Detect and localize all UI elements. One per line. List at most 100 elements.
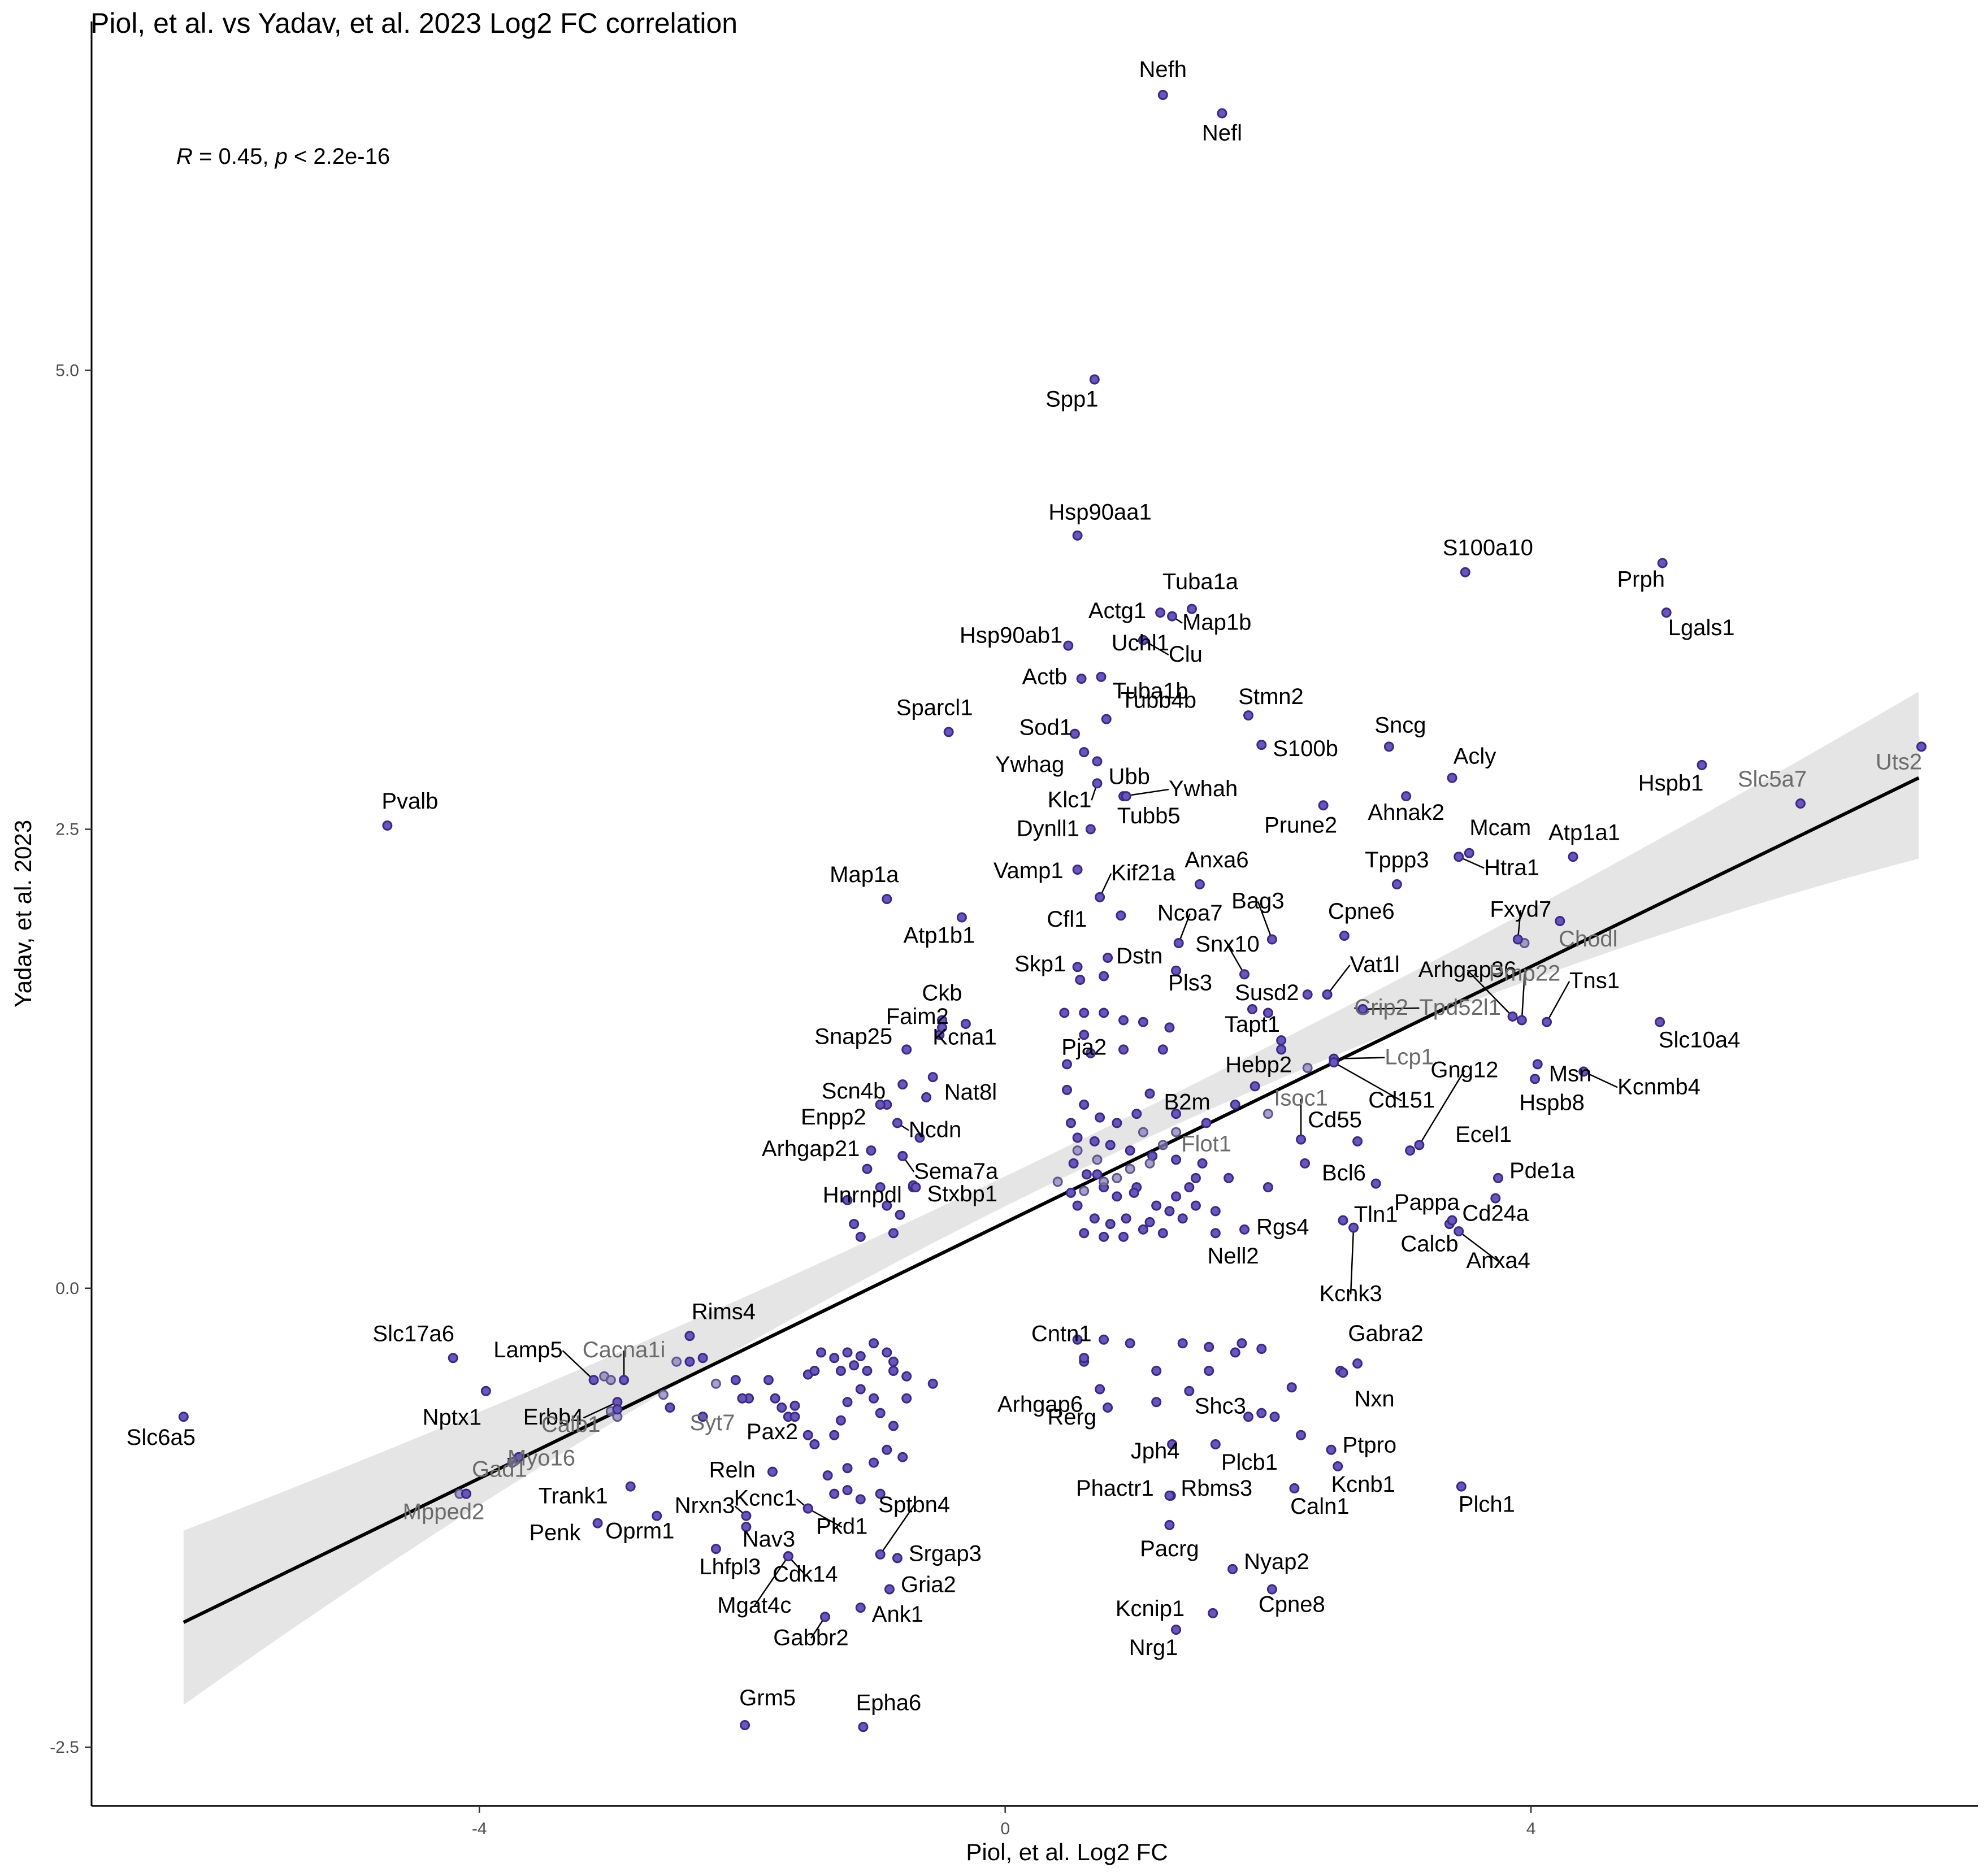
data-point [1210,1228,1221,1239]
data-point [1204,1341,1214,1352]
data-point [1164,1206,1175,1217]
gene-label-pmp22: Pmp22 [1489,961,1560,985]
data-point-jph4 [1167,1439,1178,1449]
gene-label-slc17a6: Slc17a6 [372,1321,454,1346]
data-point-hsp90aa1 [1072,530,1083,541]
data-point [776,1402,787,1413]
data-point [1157,1140,1168,1150]
data-point-anxa4 [1454,1226,1464,1237]
data-point-tuba1b [1096,671,1107,682]
gene-label-uts2: Uts2 [1876,749,1922,774]
data-point [1230,1347,1240,1358]
gene-label-tubb4b: Tubb4b [1121,688,1196,713]
leader-line-ncoa7 [1178,913,1191,944]
gene-label-syt7: Syt7 [689,1410,735,1435]
data-point [1256,1344,1267,1354]
data-point-spp1 [1089,374,1100,385]
gene-label-arhgap36: Arhgap36 [1418,957,1516,982]
data-point [1177,1338,1188,1349]
data-point-nptx1 [480,1386,491,1396]
data-point-caln1 [1289,1483,1300,1493]
gene-label-tuba1a: Tuba1a [1162,570,1239,594]
data-point [842,1195,853,1205]
data-point-srgap3 [892,1553,903,1564]
gene-label-mgat4c: Mgat4c [717,1593,791,1618]
gene-label-pls3: Pls3 [1168,971,1212,996]
data-point-cpne8 [1266,1584,1277,1595]
gene-label-nefl: Nefl [1202,120,1242,145]
gene-label-kif21a: Kif21a [1111,861,1175,885]
gene-label-tln1: Tln1 [1354,1202,1398,1227]
gene-label-cacna1i: Cacna1i [583,1337,666,1362]
data-point-map1b [1167,611,1178,622]
gene-label-hspb8: Hspb8 [1519,1090,1585,1115]
confidence-band-layer [183,691,1919,1705]
data-point-cd24a [1490,1193,1501,1204]
data-point-reln [767,1466,778,1477]
gene-label-cdk14: Cdk14 [773,1562,838,1587]
leader-line-anxa4 [1458,1231,1499,1262]
gene-label-snap25: Snap25 [814,1024,892,1049]
gene-label-actg1: Actg1 [1088,598,1146,623]
data-point [901,1371,912,1382]
gene-label-ncoa7: Ncoa7 [1157,901,1223,926]
gene-label-pax2: Pax2 [747,1419,798,1444]
gene-label-lamp5: Lamp5 [493,1337,562,1362]
data-point-rgs4 [1338,1215,1348,1226]
data-point [658,1389,669,1400]
data-point-bcl6 [1300,1158,1311,1169]
data-point-vamp1 [1072,865,1083,875]
data-point [809,1439,820,1449]
data-point [897,1452,908,1462]
data-point [1079,1185,1090,1196]
data-point [875,1182,886,1193]
gene-label-calcb: Calcb [1400,1232,1458,1257]
data-point [1105,1219,1116,1230]
data-point [1276,1035,1287,1046]
data-point-tppp3 [1391,879,1402,890]
data-point [895,1209,905,1220]
data-point [842,1463,853,1474]
gene-label-nav3: Nav3 [743,1527,795,1552]
data-point [1144,1158,1155,1169]
gene-label-nat8l: Nat8l [944,1080,997,1105]
gene-label-srgap3: Srgap3 [909,1541,982,1566]
data-point-hsp90ab1 [1063,640,1074,651]
gene-label-cpne6: Cpne6 [1328,899,1395,924]
data-point [1092,1169,1103,1180]
gene-label-clu: Clu [1169,642,1203,667]
data-point [849,1219,860,1230]
leader-line-kcnk3 [1350,1227,1355,1295]
data-point [1052,1176,1063,1187]
data-point-nav3 [741,1522,752,1532]
data-point-atp1a1 [1568,852,1578,862]
data-point [1112,1118,1122,1128]
gene-label-nrxn3: Nrxn3 [675,1493,735,1518]
gene-label-actb: Actb [1022,665,1068,689]
r-value: = 0.45, [193,144,275,169]
data-point [809,1365,820,1376]
gene-label-slc10a4: Slc10a4 [1659,1028,1741,1053]
data-point-kcnip1 [1208,1608,1218,1618]
leader-line-arhgap36 [1467,970,1513,1017]
data-point-nrg1 [1171,1625,1182,1635]
data-point-grm5 [740,1720,750,1731]
data-point-myo16 [513,1452,524,1462]
data-point-map1a [882,894,892,905]
gene-label-tpd52l1: Tpd52l1 [1419,995,1501,1020]
gene-label-uchl1: Uchl1 [1112,631,1169,655]
data-point-ncoa7 [1173,937,1184,948]
gene-label-acly: Acly [1454,744,1496,769]
gene-label-kcnmb4: Kcnmb4 [1617,1074,1700,1099]
gene-label-crip2: Crip2 [1354,995,1408,1020]
leader-line-tns1 [1546,981,1570,1023]
gene-label-atp1a1: Atp1a1 [1548,820,1620,845]
gene-label-kcnb1: Kcnb1 [1331,1472,1395,1497]
gene-label-anxa6: Anxa6 [1185,848,1248,872]
gene-label-nyap2: Nyap2 [1244,1549,1309,1574]
axis-ticks: -4 0 4 -2.5 0.0 2.5 5.0 [50,361,1535,1838]
data-point-tapt1 [1247,1004,1257,1014]
gene-label-tapt1: Tapt1 [1225,1012,1280,1037]
data-point-pkd1 [802,1503,813,1514]
data-point-sema7a [897,1150,908,1161]
